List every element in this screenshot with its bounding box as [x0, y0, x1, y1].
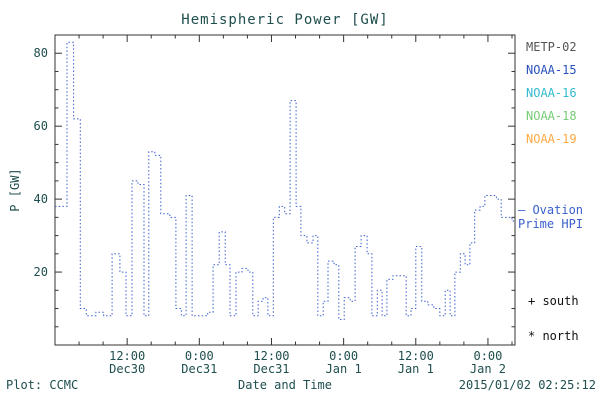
- x-tick-time: 12:00: [398, 349, 434, 363]
- x-tick-time: 0:00: [185, 349, 214, 363]
- x-tick-date: Jan 2: [470, 362, 506, 376]
- north-marker-legend: * north: [528, 329, 579, 343]
- x-tick-time: 12:00: [253, 349, 289, 363]
- south-marker-legend: + south: [528, 294, 579, 308]
- x-tick-date: Dec31: [181, 362, 217, 376]
- x-tick-date: Dec30: [109, 362, 145, 376]
- x-tick-time: 0:00: [329, 349, 358, 363]
- ovation-prime-annotation: — Ovation Prime HPI: [518, 203, 583, 231]
- ovation-annotation-line1: — Ovation: [518, 203, 584, 217]
- y-tick-label: 20: [34, 265, 48, 279]
- x-tick-date: Jan 1: [398, 362, 434, 376]
- legend-item-noaa15: NOAA-15: [526, 63, 577, 77]
- x-tick-date: Jan 1: [326, 362, 362, 376]
- plot-timestamp: 2015/01/02 02:25:12: [458, 378, 596, 392]
- legend-item-metp02: METP-02: [526, 40, 577, 54]
- legend-item-noaa18: NOAA-18: [526, 109, 577, 123]
- x-tick-time: 0:00: [473, 349, 502, 363]
- plot-credit: Plot: CCMC: [6, 378, 79, 392]
- legend-item-noaa16: NOAA-16: [526, 86, 577, 100]
- ovation-annotation-line2: Prime HPI: [518, 217, 584, 231]
- y-tick-label: 80: [34, 46, 48, 60]
- y-axis-label: P [GW]: [8, 168, 22, 212]
- x-tick-time: 12:00: [109, 349, 145, 363]
- x-tick-date: Dec31: [253, 362, 289, 376]
- legend-item-noaa19: NOAA-19: [526, 132, 577, 146]
- y-tick-label: 60: [34, 119, 48, 133]
- legend: METP-02 NOAA-15 NOAA-16 NOAA-18 NOAA-19: [526, 36, 577, 151]
- plot-frame: [54, 34, 516, 346]
- chart-title: Hemispheric Power [GW]: [181, 12, 389, 28]
- hpi-step-line: [55, 41, 515, 320]
- x-axis-label: Date and Time: [238, 378, 332, 392]
- y-tick-label: 40: [34, 192, 48, 206]
